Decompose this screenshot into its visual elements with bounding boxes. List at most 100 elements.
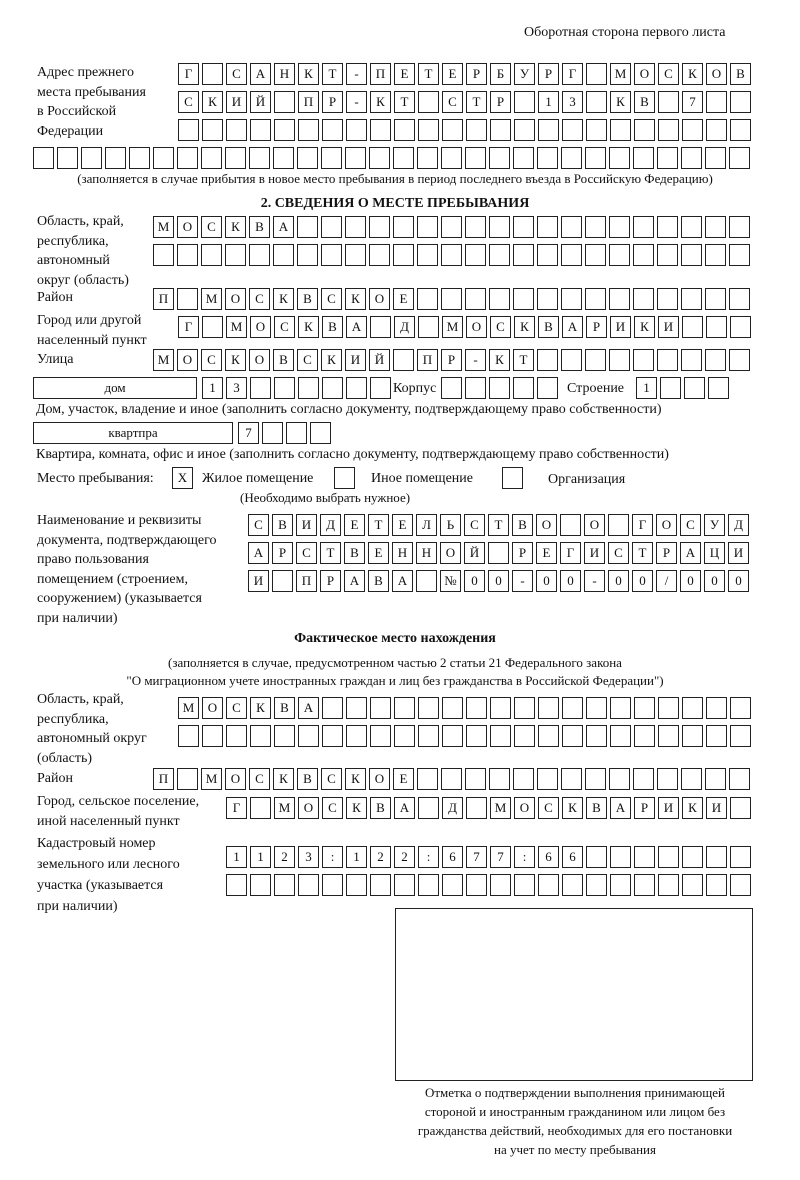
char-cell[interactable] — [610, 874, 631, 896]
char-cell[interactable]: Е — [442, 63, 463, 85]
char-cell[interactable]: - — [512, 570, 533, 592]
char-cell[interactable]: А — [680, 542, 701, 564]
char-cell[interactable] — [370, 874, 391, 896]
char-cell[interactable] — [513, 216, 534, 238]
char-cell[interactable] — [657, 349, 678, 371]
char-cell[interactable]: К — [273, 768, 294, 790]
char-cell[interactable]: В — [538, 316, 559, 338]
char-cell[interactable] — [660, 377, 681, 399]
char-cell[interactable] — [442, 119, 463, 141]
char-cell[interactable] — [682, 697, 703, 719]
char-cell[interactable]: М — [201, 768, 222, 790]
char-cell[interactable]: К — [346, 797, 367, 819]
char-cell[interactable] — [706, 91, 727, 113]
char-cell[interactable] — [681, 216, 702, 238]
char-cell[interactable]: О — [225, 768, 246, 790]
char-cell[interactable]: Е — [393, 768, 414, 790]
char-cell[interactable]: 0 — [536, 570, 557, 592]
char-cell[interactable] — [562, 725, 583, 747]
char-cell[interactable]: М — [442, 316, 463, 338]
char-cell[interactable]: 7 — [682, 91, 703, 113]
char-cell[interactable] — [441, 216, 462, 238]
char-cell[interactable] — [249, 147, 270, 169]
char-cell[interactable] — [442, 725, 463, 747]
char-cell[interactable]: Т — [513, 349, 534, 371]
char-cell[interactable] — [105, 147, 126, 169]
char-cell[interactable]: Й — [369, 349, 390, 371]
char-cell[interactable] — [538, 697, 559, 719]
char-cell[interactable] — [658, 874, 679, 896]
char-cell[interactable] — [729, 768, 750, 790]
char-cell[interactable]: У — [704, 514, 725, 536]
char-cell[interactable]: 1 — [250, 846, 271, 868]
char-cell[interactable] — [489, 147, 510, 169]
char-cell[interactable] — [682, 119, 703, 141]
char-cell[interactable] — [322, 377, 343, 399]
char-cell[interactable]: К — [345, 288, 366, 310]
char-cell[interactable] — [273, 244, 294, 266]
char-cell[interactable] — [705, 768, 726, 790]
char-cell[interactable]: О — [225, 288, 246, 310]
char-cell[interactable]: С — [201, 216, 222, 238]
char-cell[interactable]: С — [296, 542, 317, 564]
char-cell[interactable] — [729, 147, 750, 169]
char-cell[interactable] — [466, 725, 487, 747]
char-cell[interactable] — [418, 874, 439, 896]
char-cell[interactable] — [634, 725, 655, 747]
char-cell[interactable] — [177, 288, 198, 310]
char-cell[interactable]: Е — [368, 542, 389, 564]
char-cell[interactable]: : — [418, 846, 439, 868]
char-cell[interactable] — [346, 874, 367, 896]
char-cell[interactable]: М — [201, 288, 222, 310]
char-cell[interactable] — [225, 244, 246, 266]
char-cell[interactable] — [562, 874, 583, 896]
char-cell[interactable]: О — [298, 797, 319, 819]
char-cell[interactable] — [370, 725, 391, 747]
char-cell[interactable]: 3 — [226, 377, 247, 399]
char-cell[interactable] — [153, 244, 174, 266]
char-cell[interactable] — [730, 316, 751, 338]
char-cell[interactable] — [490, 697, 511, 719]
char-cell[interactable]: К — [321, 349, 342, 371]
char-cell[interactable] — [586, 119, 607, 141]
char-cell[interactable] — [298, 377, 319, 399]
char-cell[interactable]: А — [248, 542, 269, 564]
char-cell[interactable]: С — [608, 542, 629, 564]
char-cell[interactable] — [465, 377, 486, 399]
char-cell[interactable]: С — [249, 288, 270, 310]
char-cell[interactable] — [682, 846, 703, 868]
char-cell[interactable] — [418, 797, 439, 819]
char-cell[interactable] — [537, 377, 558, 399]
char-cell[interactable]: 0 — [608, 570, 629, 592]
char-cell[interactable] — [202, 725, 223, 747]
char-cell[interactable] — [250, 874, 271, 896]
char-cell[interactable] — [657, 288, 678, 310]
char-cell[interactable] — [417, 244, 438, 266]
char-cell[interactable] — [466, 119, 487, 141]
char-cell[interactable] — [466, 874, 487, 896]
char-cell[interactable] — [633, 768, 654, 790]
char-cell[interactable]: В — [322, 316, 343, 338]
char-cell[interactable]: В — [249, 216, 270, 238]
char-cell[interactable]: А — [298, 697, 319, 719]
char-cell[interactable] — [345, 216, 366, 238]
char-cell[interactable]: А — [344, 570, 365, 592]
char-cell[interactable]: Д — [320, 514, 341, 536]
char-cell[interactable] — [418, 316, 439, 338]
char-cell[interactable] — [418, 91, 439, 113]
char-cell[interactable]: № — [440, 570, 461, 592]
char-cell[interactable] — [513, 288, 534, 310]
char-cell[interactable] — [273, 147, 294, 169]
char-cell[interactable]: О — [177, 349, 198, 371]
char-cell[interactable] — [682, 874, 703, 896]
char-cell[interactable]: В — [634, 91, 655, 113]
char-cell[interactable] — [609, 244, 630, 266]
char-cell[interactable]: 2 — [394, 846, 415, 868]
char-cell[interactable] — [729, 216, 750, 238]
char-cell[interactable]: И — [610, 316, 631, 338]
char-cell[interactable] — [658, 846, 679, 868]
char-cell[interactable]: В — [297, 768, 318, 790]
char-cell[interactable] — [250, 725, 271, 747]
char-cell[interactable] — [466, 797, 487, 819]
char-cell[interactable] — [633, 288, 654, 310]
